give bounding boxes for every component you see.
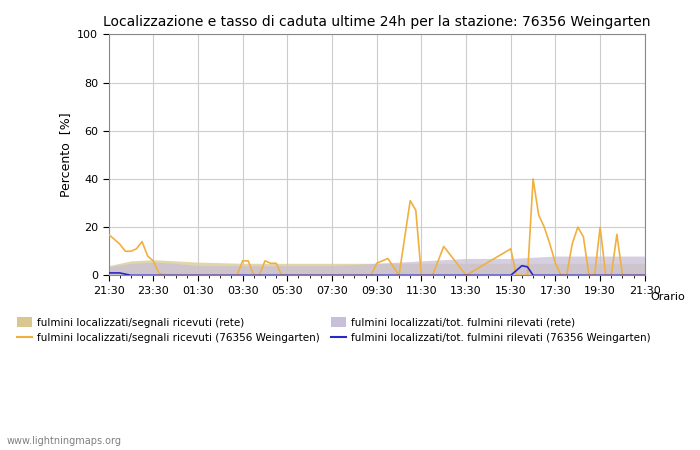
Text: www.lightningmaps.org: www.lightningmaps.org <box>7 436 122 446</box>
Title: Localizzazione e tasso di caduta ultime 24h per la stazione: 76356 Weingarten: Localizzazione e tasso di caduta ultime … <box>103 15 650 29</box>
Legend: fulmini localizzati/segnali ricevuti (rete), fulmini localizzati/segnali ricevut: fulmini localizzati/segnali ricevuti (re… <box>13 313 655 347</box>
Y-axis label: Percento  [%]: Percento [%] <box>59 112 71 197</box>
Text: Orario: Orario <box>650 292 685 302</box>
